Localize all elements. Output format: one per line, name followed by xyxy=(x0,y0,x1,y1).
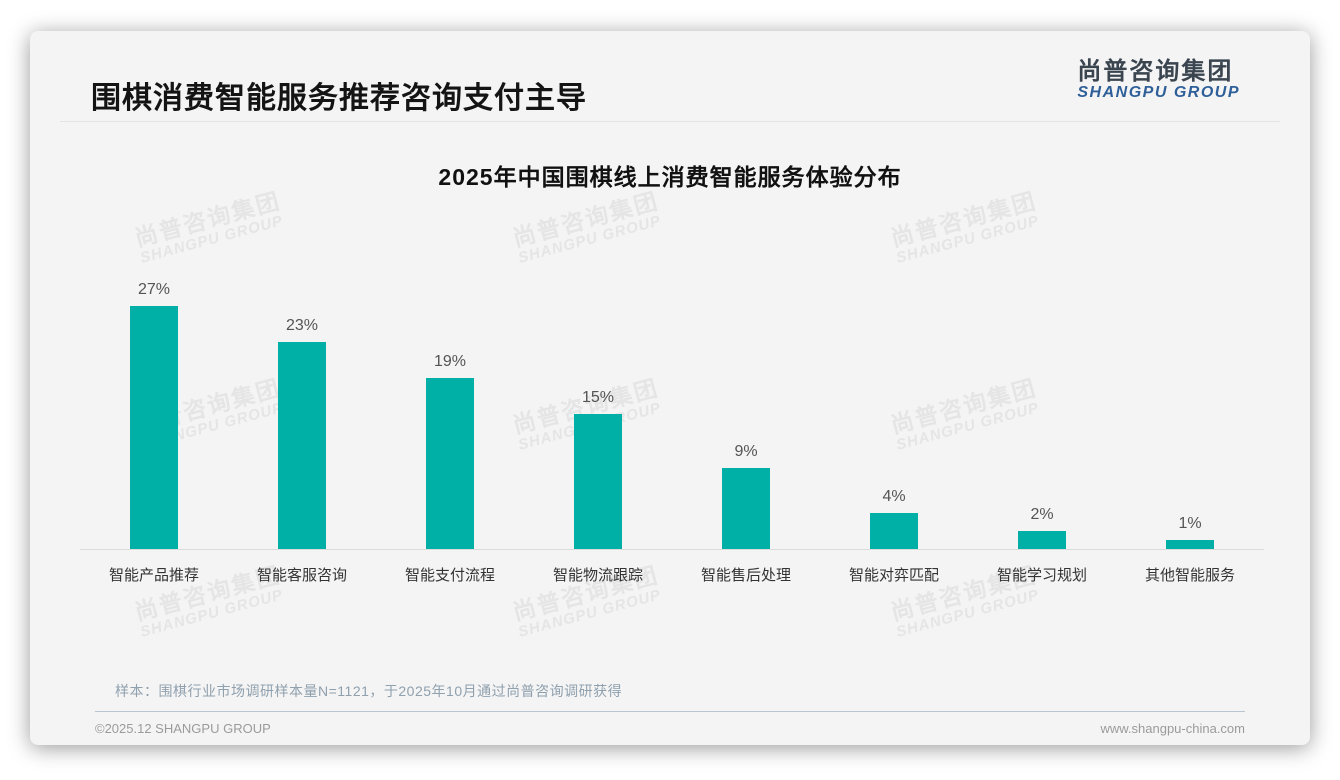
bar-group: 23% xyxy=(228,317,376,549)
bar-group: 15% xyxy=(524,389,672,549)
bar-chart: 2025年中国围棋线上消费智能服务体验分布 27% 23% 19% 15% 9% 4% 2%… xyxy=(30,158,1310,585)
bar-category-label: 智能支付流程 xyxy=(404,567,495,584)
bar-group: 1% xyxy=(1116,515,1264,549)
logo-english-text: SHANGPU GROUP xyxy=(1077,84,1240,102)
bar-group: 4% xyxy=(820,488,968,549)
sample-note: 样本：围棋行业市场调研样本量N=1121，于2025年10月通过尚普咨询调研获得 xyxy=(115,683,623,699)
bar-value-label: 4% xyxy=(882,488,906,505)
bar-value-label: 15% xyxy=(581,389,615,406)
page-title: 围棋消费智能服务推荐咨询支付主导 xyxy=(91,82,587,115)
slide-card: 尚普咨询集团 SHANGPU GROUP 尚普咨询集团 SHANGPU GROUP 尚普… xyxy=(30,31,1310,745)
bar-group: 19% xyxy=(376,353,524,549)
bar xyxy=(278,342,326,549)
bar-category-label: 智能产品推荐 xyxy=(108,567,199,584)
footer-copyright: ©2025.12 SHANGPU GROUP xyxy=(95,721,271,736)
bar-category-label: 智能售后处理 xyxy=(700,567,791,584)
bar-value-label: 1% xyxy=(1178,515,1202,532)
footer-divider xyxy=(95,711,1245,712)
footer-website: www.shangpu-china.com xyxy=(1100,721,1245,736)
bar-group: 9% xyxy=(672,443,820,549)
footer: ©2025.12 SHANGPU GROUP www.shangpu-china… xyxy=(95,721,1245,736)
bar xyxy=(1166,540,1214,549)
bar xyxy=(130,306,178,549)
bar-category-label: 智能客服咨询 xyxy=(256,567,347,584)
bar xyxy=(426,378,474,549)
bar-value-label: 23% xyxy=(285,317,319,334)
bar-group: 27% xyxy=(80,281,228,549)
chart-category-axis: 智能产品推荐 智能客服咨询 智能支付流程 智能物流跟踪 智能售后处理 智能对弈匹配 智能学习… xyxy=(80,550,1264,585)
header: 围棋消费智能服务推荐咨询支付主导 尚普咨询集团 SHANGPU GROUP xyxy=(60,31,1280,122)
chart-plot-area: 27% 23% 19% 15% 9% 4% 2% 1% xyxy=(80,224,1264,550)
logo-chinese-text: 尚普咨询集团 xyxy=(1077,58,1234,85)
bar xyxy=(870,513,918,549)
bar-group: 2% xyxy=(968,506,1116,549)
bar-value-label: 27% xyxy=(137,281,171,298)
bar-category-label: 智能对弈匹配 xyxy=(848,567,939,584)
bar-value-label: 19% xyxy=(433,353,467,370)
bar xyxy=(1018,531,1066,549)
bar-category-label: 智能物流跟踪 xyxy=(552,567,643,584)
chart-title: 2025年中国围棋线上消费智能服务体验分布 xyxy=(438,164,902,190)
company-logo: 尚普咨询集团 SHANGPU GROUP xyxy=(1077,59,1240,102)
bar-value-label: 9% xyxy=(734,443,758,460)
bar-category-label: 其他智能服务 xyxy=(1144,567,1235,584)
bar xyxy=(574,414,622,549)
bar-category-label: 智能学习规划 xyxy=(996,567,1087,584)
bar xyxy=(722,468,770,549)
bar-value-label: 2% xyxy=(1030,506,1054,523)
